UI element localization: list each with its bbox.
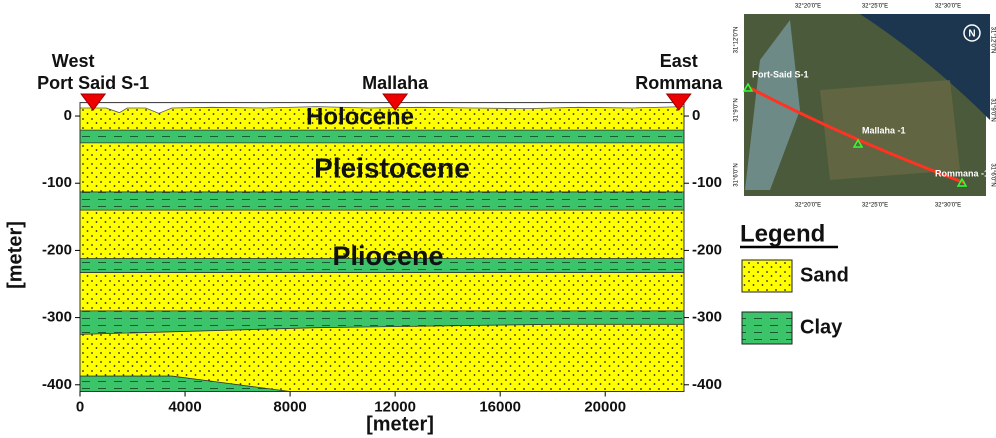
y-tick-label: -100 [692,174,722,191]
y-tick-label: 0 [692,107,700,124]
y-tick-label: -200 [42,241,72,258]
plot-frame [79,102,685,392]
map-well-label: Port-Said S-1 [752,69,809,79]
y-tick-label: -300 [692,309,722,326]
map-north: N [968,29,975,40]
map-lon-label: 32°30'0"E [935,203,961,209]
north-arrow [963,24,981,42]
x-tick-label: 16000 [479,398,521,415]
formation-label: Pleistocene [314,152,470,183]
map-lat-label: 31°12'0"N [734,27,740,54]
map-lon-label: 32°30'0"E [935,4,961,10]
x-tick-label: 12000 [374,398,416,415]
map-lat-label: 31°9'0"N [734,98,740,121]
y-tick-label: -400 [42,376,72,393]
x-tick-label: 0 [76,398,84,415]
x-tick-label: 20000 [584,398,626,415]
y-tick-label: 0 [64,107,72,124]
legend-swatch [741,259,793,293]
clay-layer [79,191,685,211]
map-well [956,177,968,187]
x-tick-label: 8000 [273,398,306,415]
y-tick-label: -300 [42,309,72,326]
legend-label: Sand [800,264,849,286]
section-line [749,86,966,185]
map-lat-label: 31°9'0"N [989,98,995,121]
well-marker [80,93,107,111]
well-direction: East [660,51,698,71]
x-tick-label: 4000 [168,398,201,415]
sea [860,14,990,120]
well-name: Mallaha [362,73,429,93]
well-name: Rommana [635,73,723,93]
map-well-label: Mallaha -1 [862,125,906,135]
map-well [852,138,864,148]
map-lat-label: 31°6'0"N [989,163,995,186]
map-well [742,82,754,92]
legend-title: Legend [740,220,825,247]
map-inset [736,6,994,204]
y-tick-label: -400 [692,376,722,393]
y-axis-label: [meter] [4,221,26,289]
map-well-label: Rommana -1 [935,168,989,178]
map-lon-label: 32°25'0"E [862,203,888,209]
y-tick-label: -200 [692,241,722,258]
x-axis-label: [meter] [366,413,434,435]
legend-label: Clay [800,316,843,338]
formation-label: Holocene [306,103,414,130]
formation-label: Pliocene [332,241,443,271]
map-lat-label: 31°6'0"N [734,163,740,186]
well-marker [382,93,409,111]
map-lon-label: 32°20'0"E [795,4,821,10]
map-lat-label: 31°12'0"N [989,27,995,54]
map-lon-label: 32°20'0"E [795,203,821,209]
legend-swatch [741,311,793,345]
map-lon-label: 32°25'0"E [862,4,888,10]
clay-layer [79,129,685,144]
well-name: Port Said S-1 [37,73,149,93]
well-marker [665,93,692,111]
lagoon [745,20,800,190]
well-direction: West [52,51,95,71]
y-tick-label: -100 [42,174,72,191]
fields [820,80,960,180]
